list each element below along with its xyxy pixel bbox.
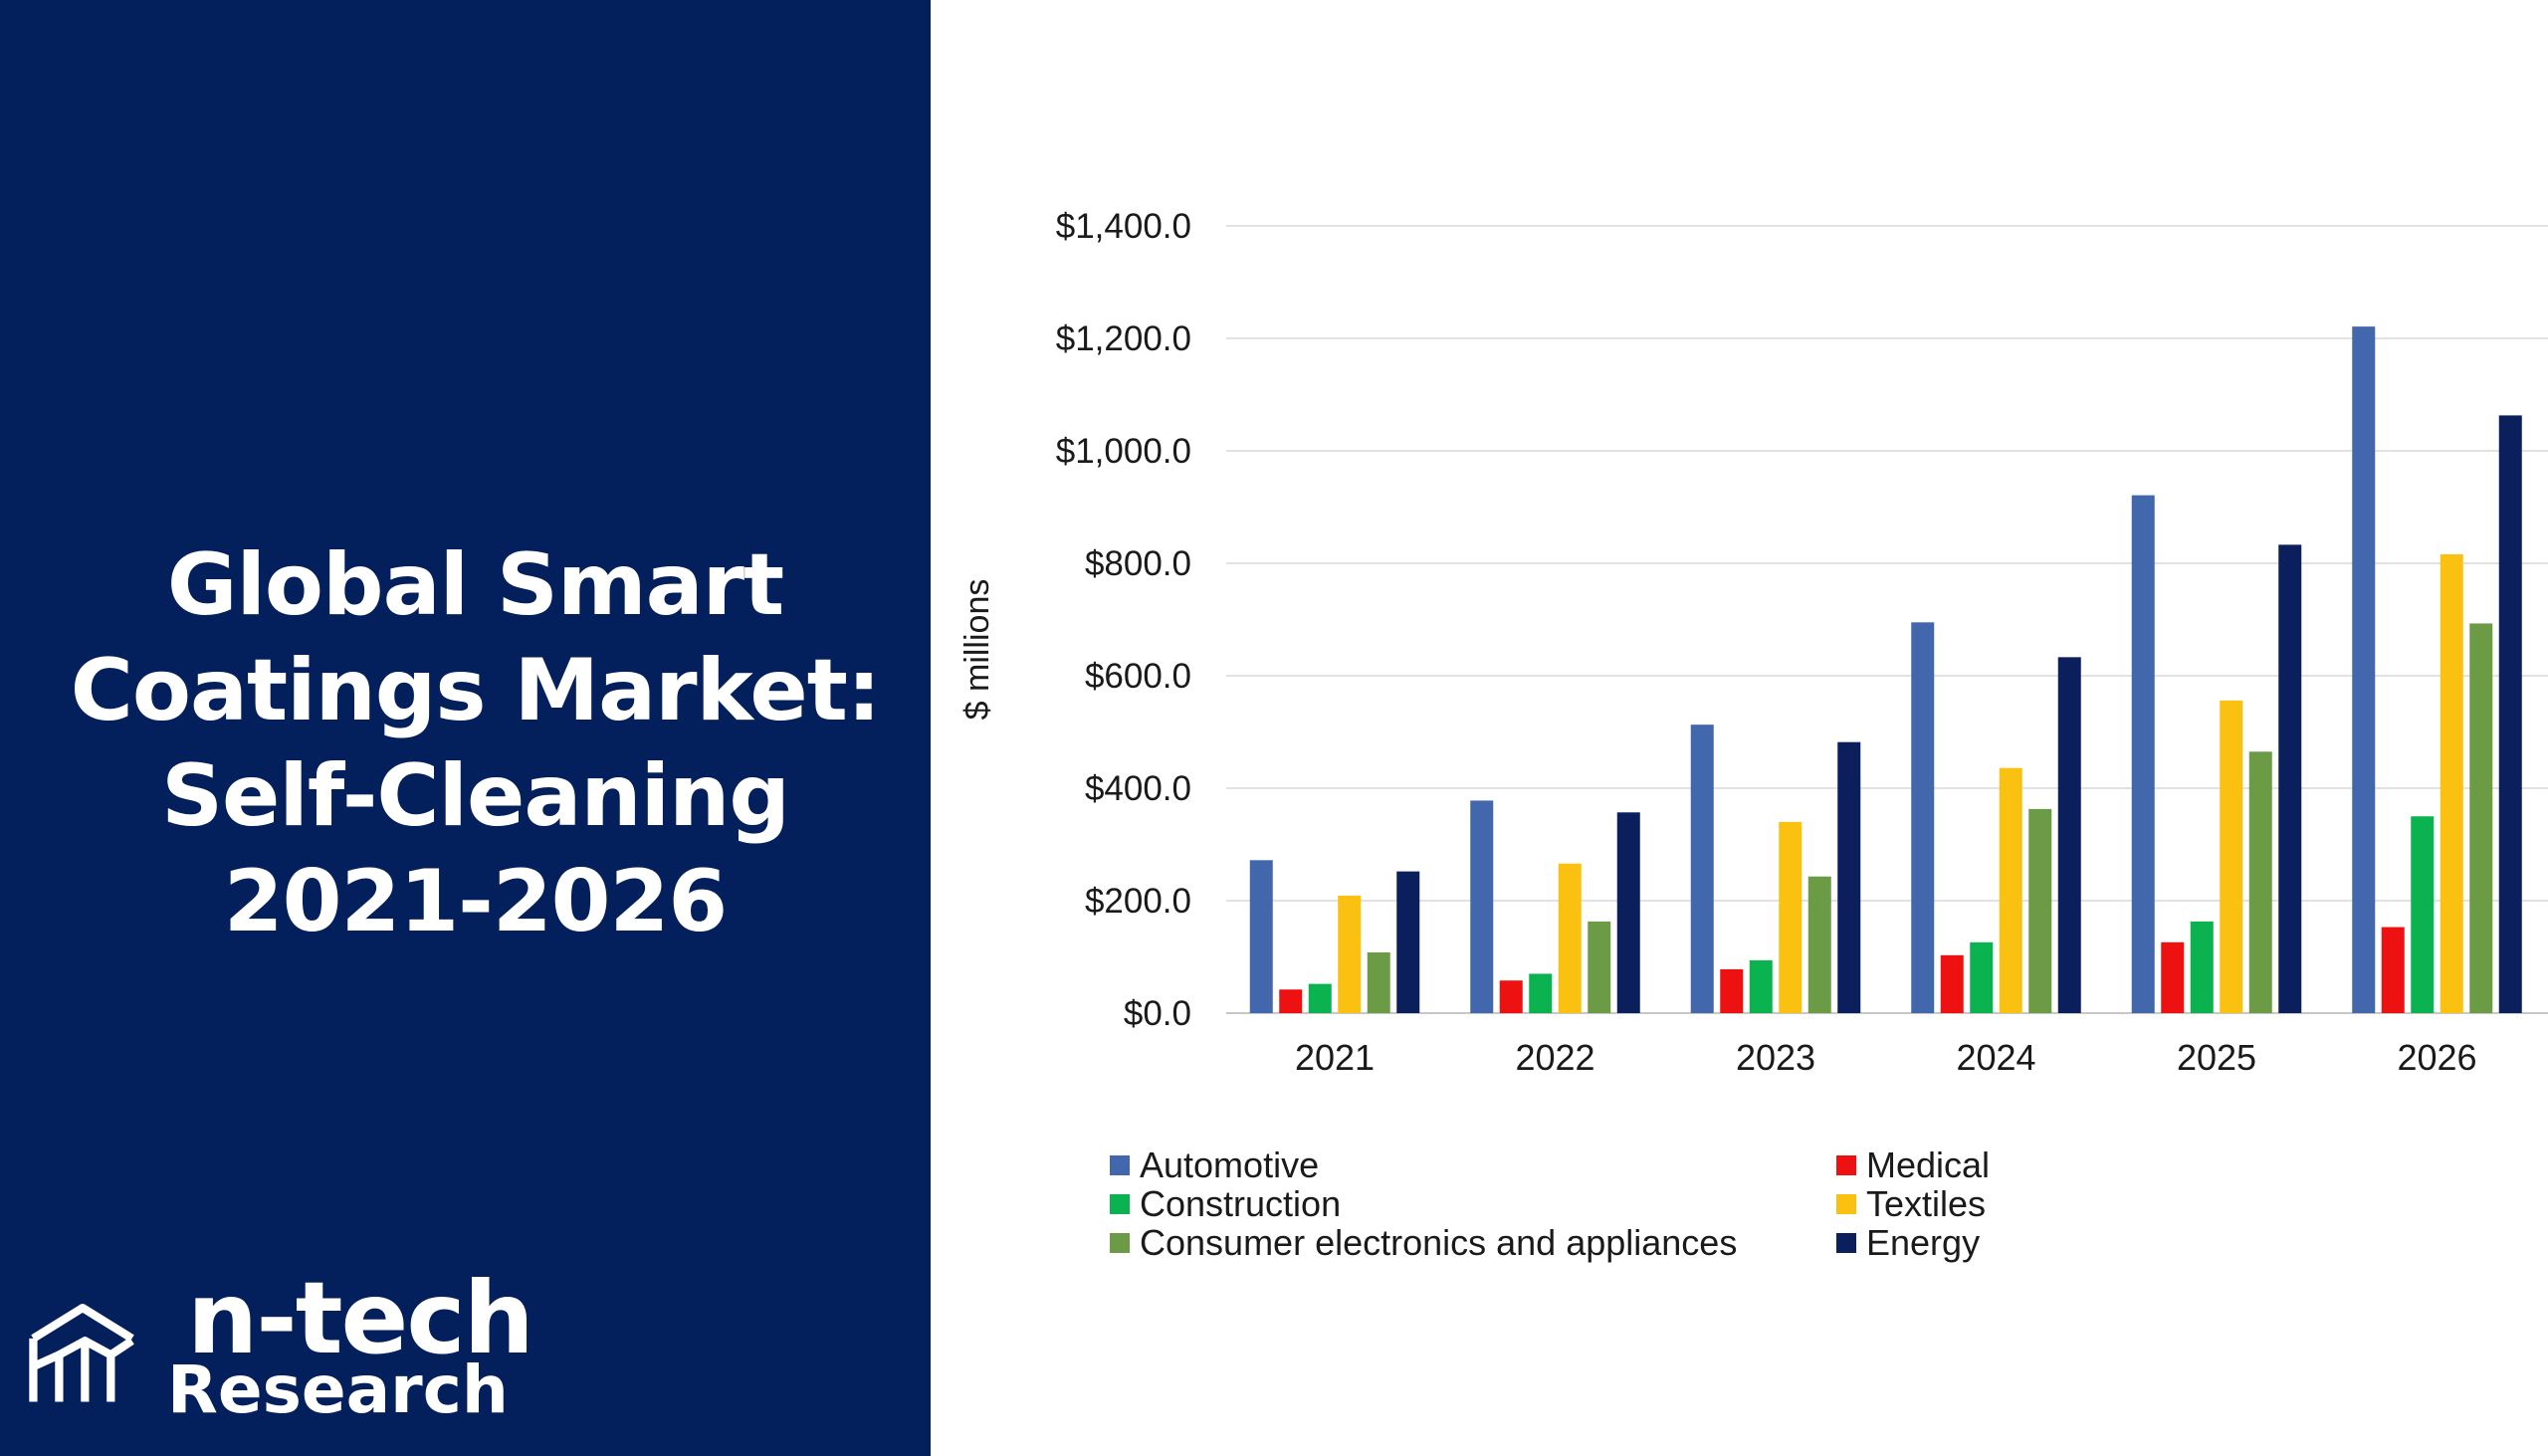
- legend-swatch: [1836, 1155, 1856, 1175]
- logo-word-research: Research: [167, 1352, 509, 1428]
- x-tick-label: 2023: [1736, 1037, 1815, 1078]
- bar-medical-2023: [1720, 968, 1744, 1013]
- bar-automotive-2025: [2131, 495, 2155, 1013]
- bar-automotive-2024: [1911, 622, 1935, 1013]
- legend-item-medical: Medical: [1836, 1144, 1990, 1186]
- bar-medical-2021: [1279, 989, 1303, 1013]
- y-tick-label: $400.0: [1085, 769, 1191, 808]
- bar-medical-2025: [2161, 941, 2185, 1013]
- bar-construction-2021: [1308, 983, 1332, 1013]
- title-panel: Global Smart Coatings Market: Self-Clean…: [0, 0, 931, 1456]
- bar-consumer-electronics-and-appliances-2024: [2028, 808, 2052, 1013]
- bar-textiles-2024: [1999, 767, 2022, 1013]
- legend-swatch: [1110, 1233, 1130, 1253]
- bar-energy-2025: [2278, 544, 2302, 1013]
- bar-energy-2022: [1616, 812, 1640, 1013]
- y-tick-label: $600.0: [1085, 657, 1191, 696]
- legend-label: Construction: [1140, 1183, 1342, 1224]
- company-logo: n-tech Research: [24, 1260, 541, 1428]
- bar-medical-2024: [1940, 954, 1964, 1013]
- bars: [1249, 326, 2522, 1013]
- y-tick-labels: $0.0 $200.0 $400.0 $600.0 $800.0 $1,000.0 $1,2…: [1056, 207, 1191, 1033]
- legend-label: Medical: [1866, 1144, 1991, 1185]
- bar-construction-2025: [2190, 921, 2214, 1013]
- bar-automotive-2021: [1249, 860, 1273, 1013]
- y-tick-label: $200.0: [1085, 882, 1191, 921]
- x-tick-label: 2022: [1515, 1037, 1594, 1078]
- legend-swatch: [1836, 1233, 1856, 1253]
- bar-textiles-2023: [1779, 821, 1803, 1013]
- bar-energy-2023: [1837, 741, 1861, 1013]
- legend-item-consumer-electronics-and-appliances: Consumer electronics and appliances: [1110, 1222, 1737, 1264]
- bar-construction-2024: [1970, 941, 1994, 1013]
- bar-consumer-electronics-and-appliances-2023: [1807, 876, 1831, 1013]
- title-line-2: Coatings Market:: [70, 641, 881, 740]
- bar-energy-2024: [2057, 657, 2081, 1013]
- bar-chart: $0.0 $200.0 $400.0 $600.0 $800.0 $1,000.0 $1,2…: [958, 207, 2548, 1078]
- logo-mark-icon: [29, 1304, 134, 1402]
- page-title: Global Smart Coatings Market: Self-Clean…: [0, 532, 951, 954]
- x-tick-label: 2024: [1956, 1037, 2035, 1078]
- x-tick-labels: 2021 2022 2023 2024 2025 2026: [1295, 1037, 2477, 1078]
- chart-legend: Automotive Medical Construction Textiles Con…: [1110, 1144, 2006, 1274]
- legend-swatch: [1110, 1194, 1130, 1214]
- gridlines: [1226, 225, 2548, 1014]
- y-tick-label: $1,200.0: [1056, 319, 1191, 358]
- y-axis-label: $ millions: [958, 579, 996, 721]
- legend-swatch: [1110, 1155, 1130, 1175]
- bar-consumer-electronics-and-appliances-2026: [2469, 623, 2493, 1013]
- legend-swatch: [1836, 1194, 1856, 1214]
- y-tick-label: $1,400.0: [1056, 207, 1191, 246]
- legend-label: Automotive: [1140, 1144, 1320, 1185]
- legend-label: Textiles: [1866, 1183, 1987, 1224]
- bar-consumer-electronics-and-appliances-2025: [2248, 751, 2272, 1013]
- y-tick-label: $0.0: [1124, 994, 1191, 1033]
- bar-medical-2022: [1499, 980, 1523, 1013]
- bar-construction-2023: [1749, 959, 1773, 1013]
- bar-textiles-2025: [2220, 700, 2243, 1013]
- bar-automotive-2023: [1690, 725, 1714, 1013]
- bar-construction-2026: [2411, 816, 2435, 1013]
- bar-construction-2022: [1529, 973, 1553, 1013]
- bar-textiles-2021: [1338, 895, 1362, 1013]
- bar-energy-2021: [1396, 871, 1420, 1013]
- y-tick-label: $1,000.0: [1056, 432, 1191, 471]
- x-tick-label: 2021: [1295, 1037, 1375, 1078]
- legend-label: Energy: [1866, 1222, 1981, 1263]
- bar-consumer-electronics-and-appliances-2021: [1367, 951, 1390, 1013]
- bar-textiles-2026: [2440, 553, 2463, 1013]
- legend-label: Consumer electronics and appliances: [1140, 1222, 1738, 1263]
- logo-word-ntech: n-tech: [187, 1260, 534, 1376]
- title-line-1: Global Smart: [166, 535, 784, 635]
- x-tick-label: 2025: [2177, 1037, 2256, 1078]
- legend-item-energy: Energy: [1836, 1222, 1980, 1264]
- bar-automotive-2022: [1470, 800, 1494, 1013]
- bar-energy-2026: [2498, 415, 2522, 1013]
- bar-textiles-2022: [1558, 863, 1582, 1013]
- x-tick-label: 2026: [2397, 1037, 2476, 1078]
- legend-item-construction: Construction: [1110, 1183, 1341, 1225]
- title-line-4: 2021-2026: [223, 852, 728, 951]
- y-tick-label: $800.0: [1085, 544, 1191, 583]
- bar-consumer-electronics-and-appliances-2022: [1588, 921, 1611, 1013]
- bar-medical-2026: [2381, 927, 2405, 1013]
- bar-automotive-2026: [2352, 326, 2376, 1013]
- legend-item-automotive: Automotive: [1110, 1144, 1319, 1186]
- title-line-3: Self-Cleaning: [161, 746, 790, 846]
- legend-item-textiles: Textiles: [1836, 1183, 1986, 1225]
